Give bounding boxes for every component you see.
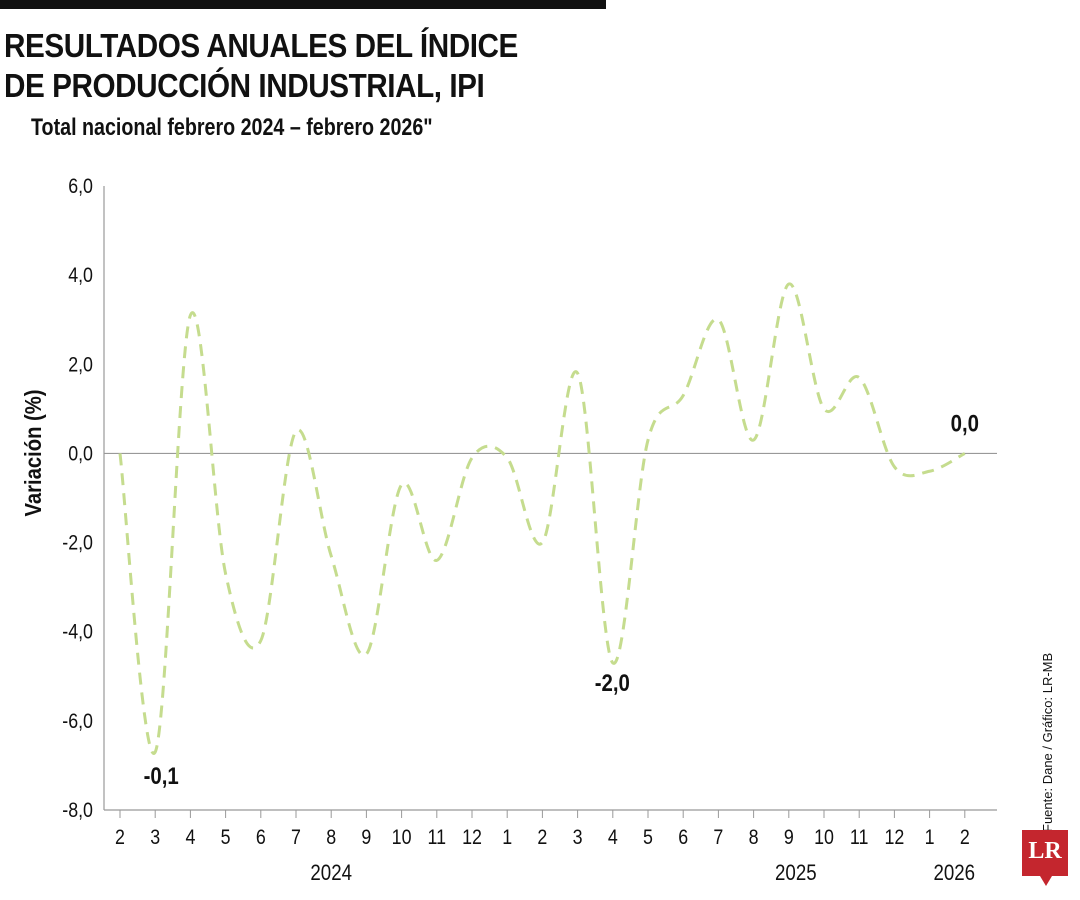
x-tick-label: 11 <box>850 826 869 850</box>
data-label: -2,0 <box>595 669 630 696</box>
line-chart: 6,0 4,0 2,0 0,0 -2,0 -4,0 -6,0 -8,0 Variación (%… <box>20 175 997 886</box>
x-tick-label: 1 <box>925 826 935 850</box>
y-tick-label: 2,0 <box>68 353 93 377</box>
x-tick-label: 4 <box>608 826 618 850</box>
x-tick-label: 12 <box>884 826 904 850</box>
y-tick-label: 6,0 <box>68 175 93 199</box>
y-tick-label: 0,0 <box>68 442 93 466</box>
x-tick-label: 9 <box>784 826 794 850</box>
top-rule <box>0 0 606 9</box>
x-tick-label: 8 <box>749 826 759 850</box>
series-line <box>118 282 966 755</box>
y-tick-label: -2,0 <box>62 531 93 555</box>
data-label: 0,0 <box>951 410 979 437</box>
x-tick-label: 6 <box>678 826 688 850</box>
y-tick-label: -8,0 <box>62 799 93 823</box>
title-line-2: DE PRODUCCIÓN INDUSTRIAL, IPI <box>4 67 485 104</box>
y-axis-title: Variación (%) <box>20 389 47 516</box>
x-tick-label: 8 <box>326 826 336 850</box>
x-tick-label: 9 <box>361 826 371 850</box>
x-tick-label: 5 <box>643 826 653 850</box>
source-credit: Fuente: Dane / Gráfico: LR-MB <box>1040 652 1055 832</box>
annotations: -0,1 -2,0 0,0 <box>144 410 979 790</box>
x-tick-label: 3 <box>573 826 583 850</box>
x-tick-label: 2 <box>960 826 970 850</box>
x-tick-label: 7 <box>713 826 723 850</box>
x-tick-label: 6 <box>256 826 266 850</box>
x-tick-label: 10 <box>392 826 412 850</box>
year-label: 2025 <box>775 862 817 886</box>
title-line-1: RESULTADOS ANUALES DEL ÍNDICE <box>4 27 518 64</box>
x-tick-label: 5 <box>221 826 231 850</box>
lr-logo: LR <box>1022 830 1068 886</box>
y-tick-label: -6,0 <box>62 710 93 734</box>
chart-subtitle: Total nacional febrero 2024 – febrero 20… <box>31 114 433 141</box>
data-label: -0,1 <box>144 763 179 790</box>
x-tick-label: 7 <box>291 826 301 850</box>
x-tick-label: 11 <box>428 826 447 850</box>
x-tick-label: 1 <box>502 826 512 850</box>
x-tick-label: 2 <box>537 826 547 850</box>
year-label: 2026 <box>933 862 975 886</box>
y-tick-label: -4,0 <box>62 620 93 644</box>
x-tick-label: 10 <box>814 826 834 850</box>
x-tick-label: 12 <box>462 826 482 850</box>
chart-title: RESULTADOS ANUALES DEL ÍNDICE DE PRODUCC… <box>4 26 580 106</box>
year-label: 2024 <box>310 862 352 886</box>
x-tick-label: 3 <box>150 826 160 850</box>
x-tick-label: 2 <box>115 826 125 850</box>
y-axis: 6,0 4,0 2,0 0,0 -2,0 -4,0 -6,0 -8,0 Variación (%… <box>20 175 997 823</box>
x-tick-label: 4 <box>185 826 195 850</box>
series <box>118 282 966 755</box>
y-tick-label: 4,0 <box>68 264 93 288</box>
logo-text: LR <box>1028 838 1062 864</box>
